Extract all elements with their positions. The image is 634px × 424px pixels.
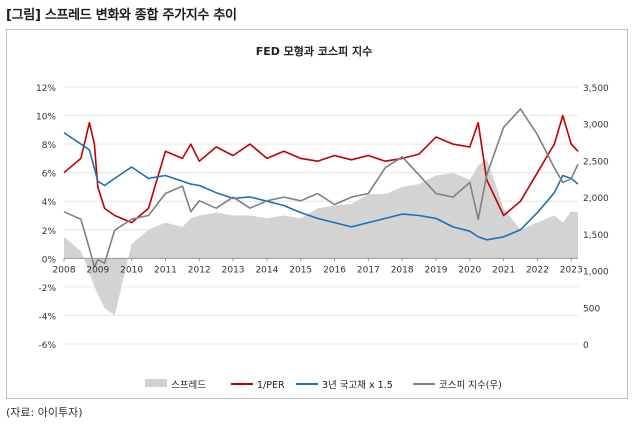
- y-right-tick-label: 2,000: [583, 194, 609, 204]
- y-left-tick-label: 4%: [42, 198, 57, 208]
- x-tick-label: 2023: [560, 265, 583, 275]
- legend: 스프레드 1/PER 3년 국고채 x 1.5 코스피 지수(우): [145, 379, 502, 391]
- source-note: (자료: 아이투자): [6, 406, 83, 419]
- figure-title: [그림] 스프레드 변화와 종합 주가지수 추이: [6, 8, 237, 23]
- x-tick-label: 2011: [154, 265, 177, 275]
- series-line-per: [63, 114, 579, 224]
- y-left-tick-label: 10%: [36, 113, 56, 123]
- legend-label: 스프레드: [171, 380, 206, 391]
- x-tick-label: 2013: [222, 265, 245, 275]
- x-tick-label: 2010: [120, 265, 143, 275]
- legend-label: 1/PER: [257, 380, 285, 391]
- x-tick-label: 2016: [323, 265, 346, 275]
- series-line-bond: [63, 132, 579, 241]
- y-right-tick-label: 1,500: [583, 231, 609, 241]
- y-right-tick-label: 2,500: [583, 157, 609, 167]
- x-tick-label: 2012: [188, 265, 211, 275]
- x-tick-label: 2019: [425, 265, 448, 275]
- y-right-tick-label: 1,000: [583, 268, 609, 278]
- series-area-spread: [64, 158, 578, 316]
- y-left-tick-label: 8%: [42, 141, 57, 151]
- y-left-tick-label: 2%: [42, 227, 57, 237]
- x-tick-label: 2015: [289, 265, 312, 275]
- x-tick-label: 2020: [458, 265, 481, 275]
- x-tick-label: 2021: [492, 265, 515, 275]
- y-left-tick-label: 6%: [42, 170, 57, 180]
- y-left-tick-label: -6%: [38, 341, 56, 351]
- chart-frame: [6, 29, 628, 399]
- x-tick-label: 2018: [391, 265, 414, 275]
- y-left-tick-label: -2%: [38, 284, 56, 294]
- legend-swatch-spread: [145, 379, 167, 387]
- legend-label: 코스피 지수(우): [439, 380, 502, 391]
- y-right-tick-label: 500: [583, 304, 600, 314]
- series-line-kospi: [63, 108, 579, 268]
- axes: 12% 10% 8% 6% 4% 2% 0% -2% -4% -6% 3,500 3,000 2,500…: [36, 84, 609, 351]
- y-left-tick-label: -4%: [38, 312, 56, 322]
- x-tick-label: 2008: [53, 265, 76, 275]
- x-tick-label: 2009: [86, 265, 109, 275]
- y-left-tick-label: 0%: [42, 255, 57, 265]
- legend-label: 3년 국고채 x 1.5: [322, 380, 393, 391]
- y-right-tick-label: 0: [583, 341, 589, 351]
- x-tick-label: 2014: [255, 265, 278, 275]
- y-right-tick-label: 3,500: [583, 84, 609, 94]
- y-left-tick-label: 12%: [36, 84, 56, 94]
- x-tick-label: 2022: [526, 265, 549, 275]
- chart-title: FED 모형과 코스피 지수: [256, 44, 373, 58]
- plot-area: [63, 108, 579, 316]
- x-tick-label: 2017: [357, 265, 380, 275]
- y-right-tick-label: 3,000: [583, 121, 609, 131]
